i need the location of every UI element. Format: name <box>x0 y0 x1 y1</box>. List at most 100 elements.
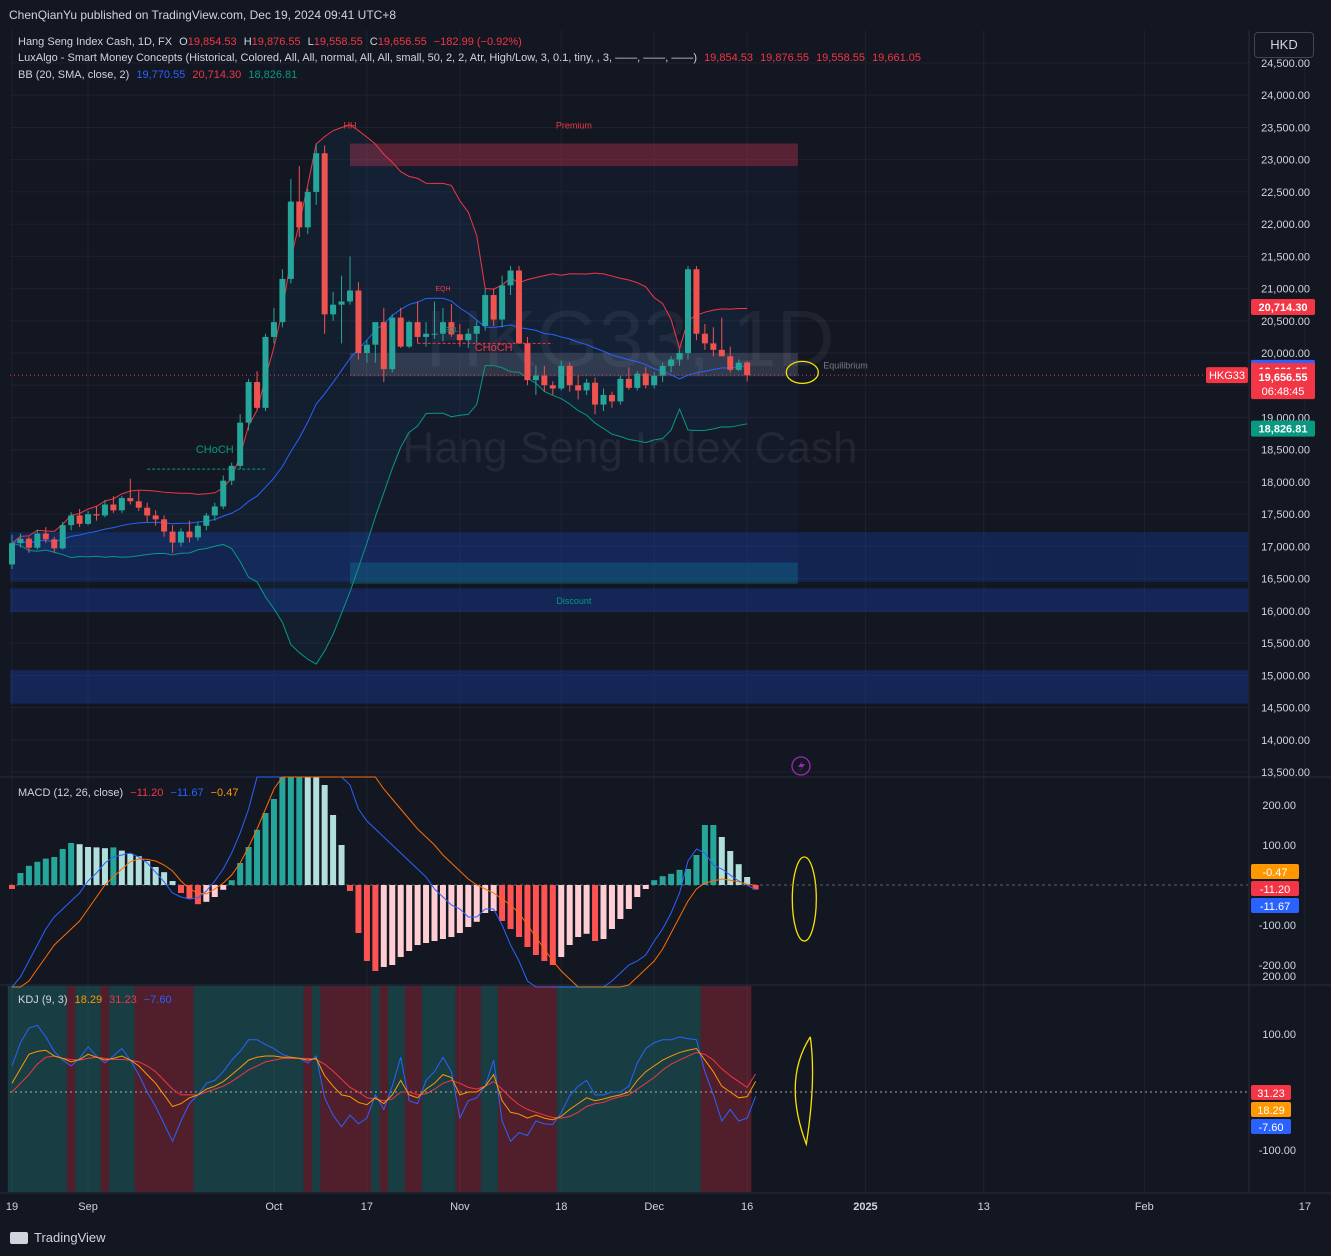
macd-histogram-bar <box>676 869 683 885</box>
candle-body <box>439 322 446 334</box>
kdj-j-line <box>11 1024 757 1143</box>
macd-histogram-bar <box>245 847 252 885</box>
candle-body <box>423 333 430 337</box>
macd-histogram-bar <box>566 885 573 945</box>
macd-histogram-bar <box>651 880 658 885</box>
price-tick-label: 16,500.00 <box>1261 574 1310 586</box>
price-tick-label: 15,500.00 <box>1261 638 1310 650</box>
kdj-background-band <box>311 986 321 1192</box>
main-title: Hang Seng Index Cash, 1D, FX <box>18 36 173 48</box>
grid-lines <box>10 30 1306 1192</box>
macd-histogram-bar <box>25 865 32 885</box>
candle-body <box>237 422 244 466</box>
macd-signal-value: −0.47 <box>210 787 239 799</box>
macd-line-value: −11.67 <box>170 787 204 799</box>
candle-body <box>685 269 691 354</box>
macd-badge-label: -0.47 <box>1262 867 1287 879</box>
time-label: Sep <box>78 1201 98 1213</box>
macd-histogram-bar <box>532 885 539 955</box>
tradingview-logo[interactable]: TradingView <box>10 1230 106 1245</box>
candle-body <box>51 539 58 549</box>
price-tick-label: 24,500.00 <box>1261 58 1310 70</box>
macd-histogram-bar <box>431 885 438 941</box>
kdj-badge-bg <box>1251 1085 1291 1100</box>
kdj-j-value: −7.60 <box>143 994 172 1006</box>
candle-body <box>668 359 675 366</box>
macd-histogram-bar <box>270 799 277 885</box>
macd-histogram-bar <box>355 885 362 933</box>
candle-body <box>9 543 15 565</box>
eql-label: EQL <box>444 327 458 334</box>
lightning-bolt <box>798 760 805 772</box>
macd-histogram-bar <box>575 885 582 937</box>
luxalgo-title: LuxAlgo - Smart Money Concepts (Historic… <box>18 52 697 64</box>
o-label: O <box>179 36 188 48</box>
candle-body <box>169 531 176 543</box>
macd-histogram-bar <box>228 880 235 885</box>
time-label: Feb <box>1135 1201 1154 1213</box>
macd-histogram-bar <box>330 815 337 885</box>
candle-body <box>321 153 328 315</box>
candle-body <box>558 365 565 389</box>
kdj-badge-label: -7.60 <box>1258 1122 1283 1134</box>
kdj-background-band <box>109 986 135 1192</box>
macd-histogram-bar <box>194 885 201 905</box>
macd-title: MACD (12, 26, close) <box>18 787 124 799</box>
candle-body <box>583 382 590 391</box>
macd-histogram-bar <box>59 849 66 885</box>
macd-histogram-bar <box>718 837 725 885</box>
eqh-label: EQH <box>435 286 450 293</box>
macd-histogram-bar <box>237 863 244 885</box>
macd-histogram-bar <box>499 885 506 921</box>
tradingview-brand: TradingView <box>34 1230 106 1245</box>
candle-body <box>135 501 142 508</box>
macd-histogram-bar <box>42 858 49 885</box>
l-value: 19,558.55 <box>313 36 363 48</box>
candle-body <box>718 349 725 357</box>
symbol-badge: HKG33 <box>1209 370 1245 382</box>
order-block-3 <box>10 670 1248 704</box>
candle-body <box>397 317 404 347</box>
currency-button[interactable]: HKD <box>1254 32 1314 58</box>
macd-histogram-bar <box>68 843 75 885</box>
macd-histogram-bar <box>744 877 751 885</box>
luxalgo-legend: LuxAlgo - Smart Money Concepts (Historic… <box>18 52 925 64</box>
candle-body <box>304 191 311 228</box>
price-tick-label: 22,000.00 <box>1261 219 1310 231</box>
macd-histogram-bar <box>727 851 734 885</box>
candle-body <box>25 538 32 548</box>
candle-body <box>296 201 303 228</box>
macd-histogram-bar <box>186 885 193 899</box>
macd-signal-line <box>12 776 756 988</box>
candle-body <box>431 333 438 335</box>
candle-body <box>524 343 531 381</box>
price-badge-label: 18,826.81 <box>1259 424 1308 436</box>
candle-body <box>270 322 277 337</box>
candle-body <box>330 304 337 315</box>
macd-histogram-bar <box>262 813 269 885</box>
candle-body <box>68 515 75 526</box>
candle-body <box>490 295 497 320</box>
macd-tick-label: -100.00 <box>1259 920 1296 932</box>
candle-body <box>575 385 582 391</box>
macd-histogram-bar <box>406 885 413 951</box>
macd-histogram-bar <box>135 856 142 885</box>
candle-body <box>566 365 573 386</box>
luxalgo-v4: 19,661.05 <box>872 52 921 64</box>
macd-legend: MACD (12, 26, close) −11.20 −11.67 −0.47 <box>18 787 242 799</box>
kdj-d-value: 31.23 <box>109 994 137 1006</box>
macd-histogram-bar <box>279 777 286 885</box>
price-badge-bg <box>1251 299 1315 316</box>
candle-body <box>363 344 370 354</box>
macd-histogram-bar <box>735 864 742 885</box>
time-label: Dec <box>644 1201 664 1213</box>
macd-histogram-bar <box>516 885 522 937</box>
candle-body <box>701 333 708 344</box>
candle-body <box>659 365 666 376</box>
macd-histogram-bar <box>363 885 370 961</box>
kdj-background-band <box>75 986 101 1192</box>
macd-histogram-bar <box>347 885 353 891</box>
symbol-badge-bg <box>1206 367 1248 384</box>
kdj-tick-label: -100.00 <box>1259 1145 1296 1157</box>
